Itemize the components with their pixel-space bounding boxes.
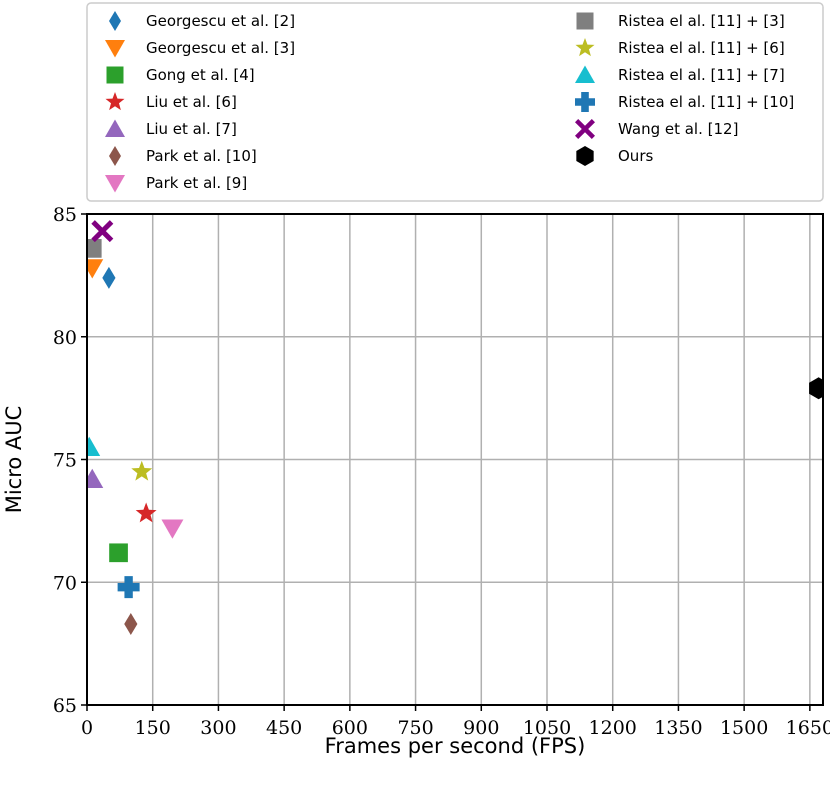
legend-label: Ristea el al. [11] + [10]: [618, 93, 794, 111]
x-tick-label: 1350: [654, 717, 702, 739]
legend-marker: [576, 12, 594, 30]
data-point: [87, 239, 102, 258]
y-axis-ticks: 65 70 75 80 85: [53, 204, 87, 717]
data-point: [109, 543, 128, 563]
legend-label: Liu et al. [6]: [146, 93, 237, 111]
data-point: [87, 436, 101, 457]
legend-label: Wang et al. [12]: [618, 120, 738, 138]
legend-label: Gong et al. [4]: [146, 66, 255, 84]
y-tick-label: 75: [53, 450, 77, 472]
legend-label: Georgescu et al. [2]: [146, 12, 295, 30]
legend-marker: [575, 119, 595, 139]
legend-label: Ristea el al. [11] + [7]: [618, 66, 785, 84]
x-tick-label: 300: [200, 717, 236, 739]
legend-marker: [109, 146, 121, 166]
y-tick-label: 70: [53, 572, 77, 594]
x-tick-label: 1050: [523, 717, 571, 739]
legend-label: Ristea el al. [11] + [3]: [618, 12, 785, 30]
data-point: [87, 468, 104, 488]
legend-box: [86, 2, 824, 202]
y-tick-label: 65: [53, 695, 77, 717]
legend-label: Park et al. [10]: [146, 147, 257, 165]
legend-marker: [576, 146, 594, 166]
x-tick-label: 900: [463, 717, 499, 739]
data-point: [135, 502, 157, 523]
data-points: [87, 220, 823, 635]
data-point: [131, 460, 153, 481]
legend-label: Ristea el al. [11] + [6]: [618, 39, 785, 57]
legend-marker: [575, 92, 595, 112]
legend-marker: [105, 40, 125, 58]
x-tick-label: 750: [397, 717, 433, 739]
legend-label: Georgescu et al. [3]: [146, 39, 295, 57]
x-tick-label: 0: [81, 717, 93, 739]
data-point: [124, 612, 138, 635]
legend-label: Ours: [618, 147, 653, 165]
legend-marker: [105, 175, 125, 193]
legend-marker: [109, 11, 121, 31]
data-point: [809, 377, 823, 400]
data-point: [87, 259, 104, 279]
x-tick-label: 450: [266, 717, 302, 739]
grid-lines: [86, 213, 823, 706]
legend-marker: [106, 66, 124, 84]
data-point: [117, 576, 140, 599]
y-tick-label: 85: [53, 204, 77, 226]
legend-marker: [575, 38, 595, 57]
y-tick-label: 80: [53, 327, 77, 349]
y-axis-label: Micro AUC: [2, 406, 26, 514]
x-tick-label: 1200: [589, 717, 637, 739]
x-axis-ticks: 0 150 300 450 600 750 900 1050 1200 1350 1500 1650: [81, 705, 830, 739]
legend-marker: [105, 119, 125, 137]
legend-marker: [105, 92, 125, 111]
x-axis-label: Frames per second (FPS): [325, 734, 586, 758]
data-point: [102, 266, 116, 289]
x-tick-label: 1500: [720, 717, 768, 739]
legend-label: Park et al. [9]: [146, 174, 247, 192]
x-tick-label: 600: [332, 717, 368, 739]
x-tick-label: 150: [135, 717, 171, 739]
x-tick-label: 1650: [786, 717, 830, 739]
legend-label: Liu et al. [7]: [146, 120, 237, 138]
legend-marker: [575, 65, 595, 83]
data-point: [161, 519, 184, 539]
data-point: [91, 220, 114, 243]
legend: Georgescu et al. [2] Georgescu et al. [3]…: [86, 2, 824, 202]
